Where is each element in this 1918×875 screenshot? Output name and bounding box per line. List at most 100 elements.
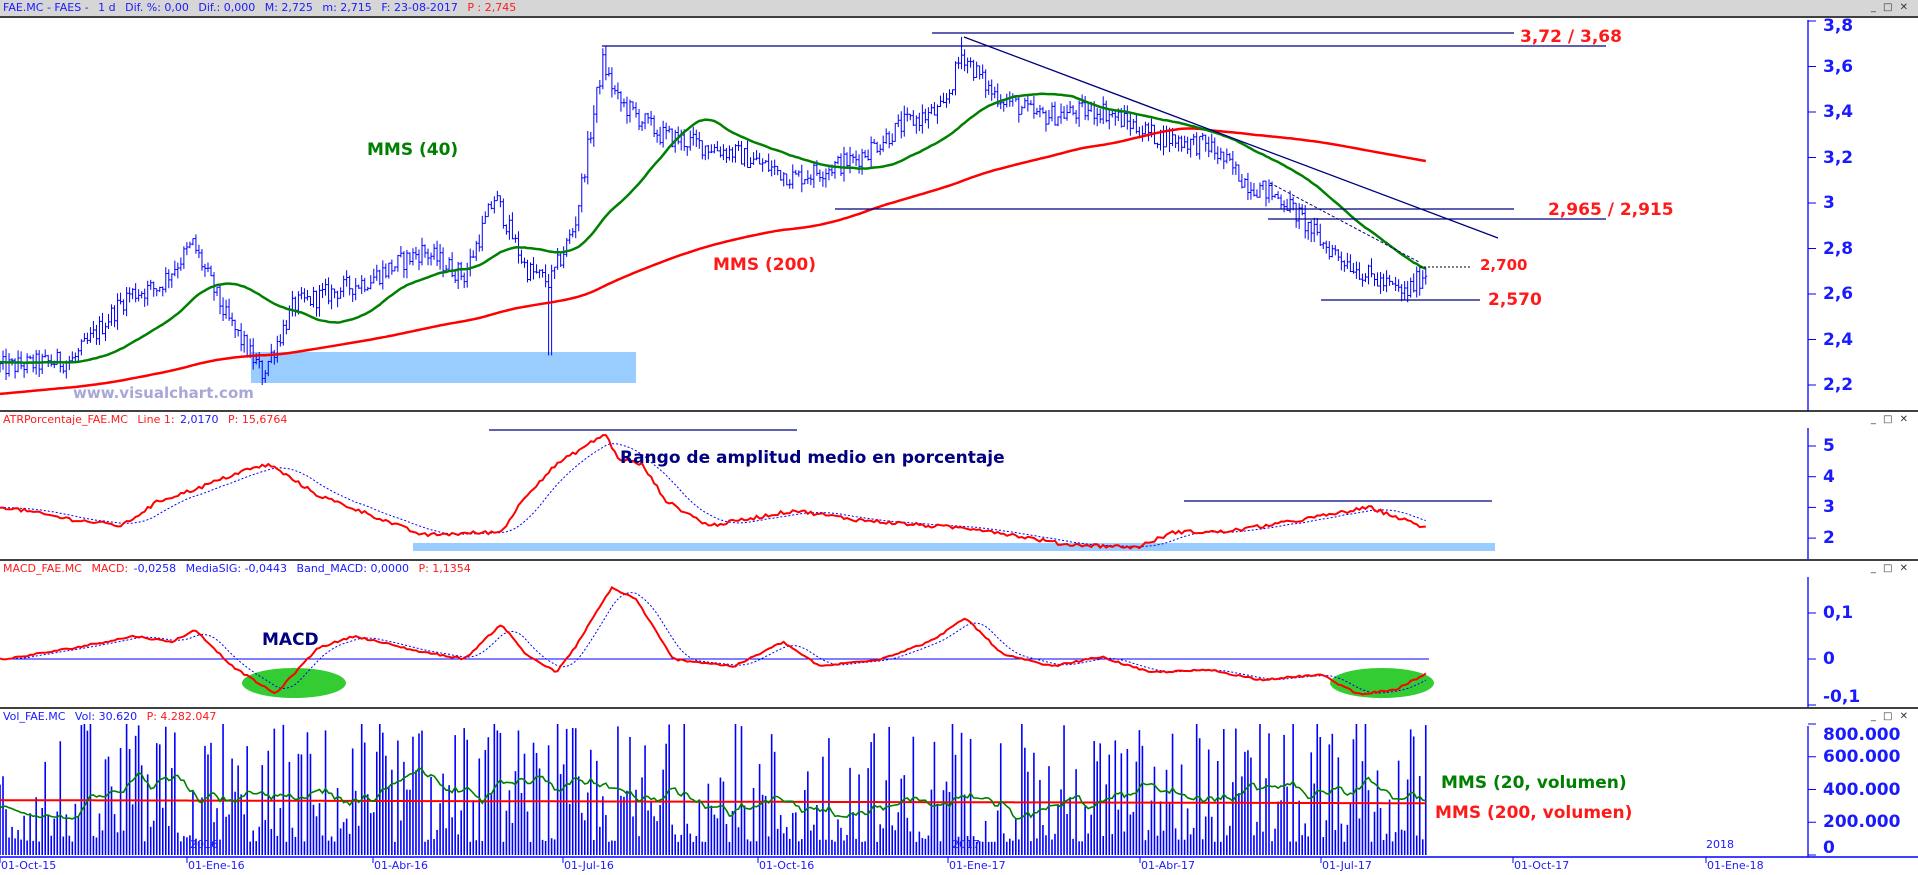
- price-bar: [7, 353, 11, 377]
- price-bar: [82, 332, 86, 342]
- window-buttons[interactable]: _ □ ✕: [1870, 711, 1910, 722]
- price-bar: [938, 95, 942, 108]
- price-bar: [1174, 134, 1178, 148]
- price-bar: [324, 278, 328, 296]
- price-bar: [1180, 135, 1184, 152]
- price-bar: [571, 227, 575, 238]
- price-bar: [468, 248, 472, 277]
- price-bar: [1382, 273, 1386, 291]
- price-bar: [616, 82, 620, 100]
- price-bar: [700, 140, 704, 160]
- price-bar: [426, 248, 430, 266]
- price-bar: [1228, 153, 1232, 161]
- price-bar: [541, 269, 545, 278]
- price-bar: [209, 265, 213, 277]
- price-bar: [321, 282, 325, 298]
- price-bar: [143, 288, 147, 307]
- price-bar: [776, 165, 780, 176]
- price-value: P : 2,745: [467, 1, 517, 14]
- price-bar: [1409, 277, 1413, 298]
- price-bar: [565, 238, 569, 257]
- price-bar: [884, 128, 888, 145]
- price-bar: [161, 286, 165, 297]
- min-value: m: 2,715: [322, 1, 372, 14]
- price-bar: [1056, 116, 1060, 127]
- price-bar: [1044, 110, 1048, 132]
- price-bar: [791, 164, 795, 189]
- price-bar: [233, 319, 237, 338]
- price-bar: [737, 140, 740, 151]
- price-bar: [0, 360, 2, 373]
- price-bar: [911, 110, 915, 126]
- price-bar: [414, 246, 418, 260]
- price-bar: [203, 263, 207, 277]
- price-bar: [1342, 260, 1346, 272]
- price-bar: [688, 130, 692, 151]
- price-bar: [788, 179, 792, 189]
- price-bar: [1252, 183, 1256, 197]
- dif-pct: Dif. %: 0,00: [125, 1, 189, 14]
- price-bar: [812, 161, 816, 188]
- window-buttons[interactable]: _ □ ✕: [1870, 563, 1910, 574]
- price-bar: [179, 257, 183, 271]
- price-bar: [200, 248, 204, 271]
- mms200-line: [0, 127, 1426, 396]
- price-bar: [1303, 204, 1307, 239]
- price-bar: [712, 143, 716, 154]
- price-bar: [369, 275, 373, 290]
- price-bar: [104, 322, 107, 341]
- downtrend-line: [963, 36, 1499, 239]
- price-bar: [405, 249, 409, 279]
- price-bar: [43, 349, 47, 358]
- price-bar: [975, 61, 979, 79]
- price-bar: [1023, 97, 1027, 109]
- macd-title: MACD: [262, 630, 319, 650]
- price-bar: [97, 316, 101, 346]
- price-bar: [637, 108, 641, 131]
- price-bar: [91, 320, 95, 338]
- x-tick-label: 01-Ene-16: [188, 859, 245, 872]
- price-bar: [1306, 221, 1310, 240]
- price-bar: [1032, 96, 1036, 119]
- x-tick-label: 01-Jul-17: [1322, 859, 1372, 872]
- price-bar: [1330, 245, 1334, 258]
- price-bar: [173, 260, 177, 277]
- price-bar: [860, 148, 864, 175]
- price-bar: [1053, 101, 1057, 126]
- price-bar: [1363, 273, 1367, 283]
- price-bar: [351, 288, 355, 303]
- window-buttons[interactable]: _ □ ✕: [1870, 414, 1910, 425]
- price-bar: [164, 267, 168, 293]
- y-tick-label: 2,2: [1823, 375, 1854, 395]
- price-bar: [640, 120, 644, 131]
- price-bar: [116, 293, 120, 330]
- price-bar: [387, 262, 391, 279]
- price-bar: [1291, 196, 1295, 211]
- price-bar: [1020, 105, 1024, 115]
- price-bar: [1083, 95, 1087, 120]
- price-bar: [631, 101, 635, 111]
- y-tick-label: 2: [1823, 528, 1835, 549]
- price-bar: [215, 286, 219, 297]
- price-bar: [1140, 125, 1144, 142]
- price-bar: [1222, 151, 1226, 170]
- price-bar: [1418, 265, 1422, 296]
- price-bar: [519, 249, 523, 264]
- price-bar: [315, 290, 318, 317]
- price-bar: [1339, 251, 1343, 271]
- y-tick-label: 3,2: [1823, 147, 1854, 168]
- price-bar: [1077, 100, 1081, 127]
- price-bar: [767, 153, 771, 172]
- price-bar: [100, 312, 104, 335]
- price-bar: [1312, 217, 1316, 242]
- price-bar: [625, 96, 629, 124]
- window-buttons[interactable]: _ □ ✕: [1870, 2, 1910, 13]
- price-bar: [342, 275, 346, 298]
- price-bar: [290, 290, 294, 317]
- price-bar: [715, 141, 719, 152]
- support-mid-label: 2,965 / 2,915: [1548, 200, 1674, 220]
- price-bar: [1071, 105, 1075, 116]
- price-bar: [917, 112, 921, 132]
- price-bar: [522, 257, 526, 268]
- y-tick-label: 4: [1823, 466, 1835, 487]
